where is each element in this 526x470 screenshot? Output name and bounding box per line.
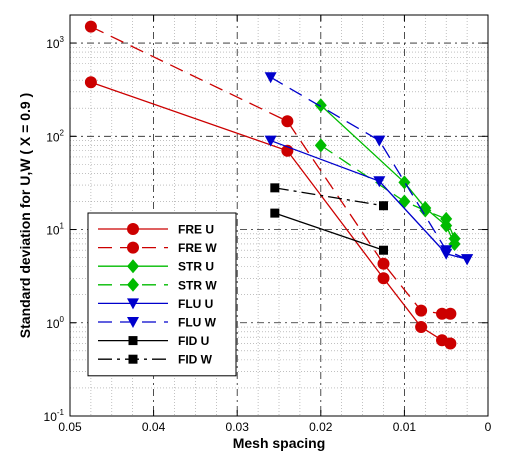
series-str-u	[314, 98, 461, 251]
data-point-fre-w	[415, 304, 428, 317]
data-point-fre-u	[415, 321, 428, 334]
data-point-flu-u	[264, 135, 277, 147]
series-line-flu-u	[270, 139, 468, 260]
x-tick-label: 0	[485, 420, 492, 434]
series-line-flu-w	[270, 76, 468, 260]
data-point-fid-w	[379, 201, 388, 211]
data-point-str-w	[314, 138, 327, 153]
data-point-str-w	[398, 194, 411, 209]
series-fre-w	[84, 20, 457, 320]
y-tick-label: 101	[46, 222, 64, 238]
legend-marker-str-u	[127, 259, 139, 274]
data-point-fre-u	[377, 272, 390, 285]
data-point-fre-w	[377, 257, 390, 270]
legend-marker-fre-w	[127, 241, 139, 254]
legend-marker-str-w	[127, 277, 139, 292]
legend-box	[87, 212, 237, 377]
axis-ticks: 0.05 0.04 0.03 0.02 0.01 0 10-1 100 101 102 103	[44, 15, 492, 434]
series-line-fid-w	[274, 187, 384, 207]
plot-area	[84, 20, 474, 350]
data-point-fid-u	[379, 245, 388, 255]
legend-label-fid-w: FID W	[178, 353, 213, 367]
data-point-str-w	[419, 203, 432, 218]
y-axis-title: Standard deviation for U,W ( X = 0.9 )	[17, 93, 33, 338]
data-point-flu-w	[440, 245, 453, 257]
data-point-fre-u	[84, 76, 97, 89]
data-point-str-w	[448, 231, 461, 246]
legend-label-flu-u: FLU U	[178, 297, 213, 311]
legend-label-fid-u: FID U	[178, 334, 209, 348]
data-point-fre-w	[84, 20, 97, 33]
y-tick-label: 10-1	[44, 408, 65, 424]
data-point-flu-w	[264, 72, 277, 84]
series-fid-w	[270, 183, 388, 211]
data-point-fid-u	[270, 208, 280, 218]
y-tick-label: 103	[46, 35, 64, 51]
legend-label-str-u: STR U	[178, 260, 214, 274]
legend-marker-flu-w	[127, 317, 139, 328]
series-line-str-u	[320, 104, 456, 245]
x-tick-label: 0.03	[226, 420, 250, 434]
legend-marker-flu-u	[127, 298, 139, 310]
legend-marker-fid-u	[128, 336, 138, 346]
series-str-w	[314, 138, 461, 246]
data-point-fre-u	[444, 337, 457, 350]
legend-label-flu-w: FLU W	[178, 316, 217, 330]
data-point-flu-w	[373, 135, 386, 147]
data-point-flu-w	[461, 254, 474, 266]
data-point-fre-w	[436, 307, 449, 320]
x-tick-label: 0.02	[309, 420, 333, 434]
series-flu-w	[264, 72, 474, 266]
series-fre-u	[84, 76, 457, 350]
x-tick-label: 0.01	[393, 420, 417, 434]
data-point-str-w	[440, 211, 453, 226]
legend-label-fre-u: FRE U	[178, 223, 214, 237]
data-point-flu-u	[373, 176, 386, 188]
legend: FRE U FRE W STR U STR W FLU U FLU W FID U FID W	[87, 212, 237, 377]
series-line-str-w	[320, 144, 456, 239]
legend-marker-fid-w	[128, 354, 138, 364]
legend-label-str-w: STR W	[178, 278, 217, 292]
data-point-str-u	[314, 98, 327, 113]
x-tick-label: 0.04	[142, 420, 166, 434]
data-point-fid-w	[270, 183, 280, 193]
plot-frame	[69, 14, 489, 417]
series-fid-u	[270, 208, 388, 255]
legend-marker-fre-u	[127, 223, 139, 235]
data-point-fre-w	[281, 115, 294, 128]
x-tick-label: 0.05	[58, 420, 82, 434]
data-point-fre-w	[444, 307, 457, 320]
y-tick-label: 102	[46, 128, 64, 144]
legend-label-fre-w: FRE W	[178, 241, 217, 255]
series-line-fid-u	[274, 212, 384, 251]
y-tick-label: 100	[46, 315, 64, 331]
x-axis-title: Mesh spacing	[233, 435, 326, 451]
